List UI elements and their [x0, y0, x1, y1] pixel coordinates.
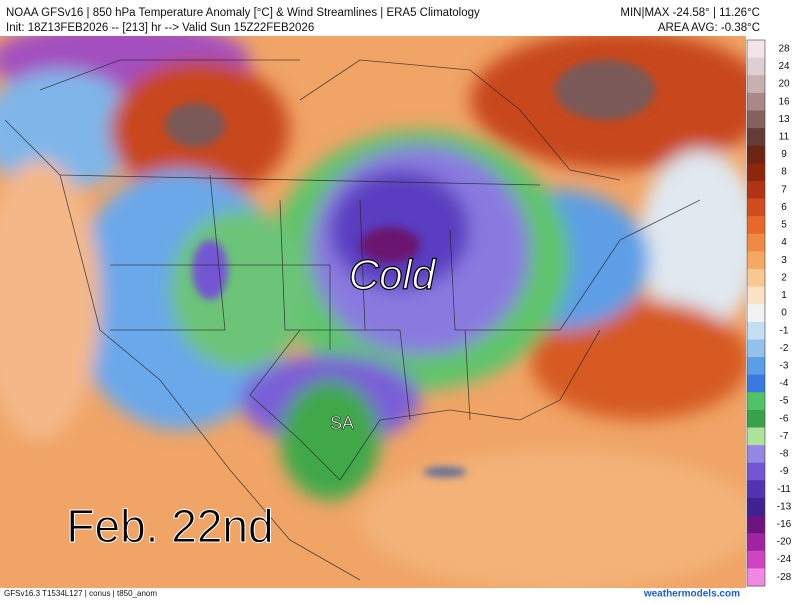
header-minmax: MIN|MAX -24.58° | 11.26°C	[620, 7, 760, 19]
colorbar-swatch	[747, 286, 765, 305]
colorbar-label: -20	[777, 537, 792, 548]
colorbar-label: -13	[777, 501, 792, 512]
colorbar-swatch	[747, 374, 765, 393]
colorbar-swatch	[747, 357, 765, 376]
colorbar-label: 28	[778, 43, 790, 54]
colorbar-label: -28	[777, 572, 792, 583]
footer-site: weathermodels.com	[643, 589, 740, 600]
colorbar-swatch	[747, 128, 765, 147]
colorbar-label: -4	[780, 378, 789, 389]
colorbar-swatch	[747, 533, 765, 552]
annotation-cold: Cold	[349, 251, 437, 298]
map	[0, 36, 746, 588]
colorbar-label: 16	[778, 96, 790, 107]
header-title: NOAA GFSv16 | 850 hPa Temperature Anomal…	[6, 7, 480, 19]
colorbar-label: -16	[777, 519, 792, 530]
colorbar-label: -7	[780, 431, 789, 442]
colorbar-frame	[746, 39, 766, 587]
colorbar-swatch	[747, 110, 765, 129]
colorbar-label: -24	[777, 554, 792, 565]
colorbar-swatch	[747, 251, 765, 270]
colorbar-swatch	[747, 392, 765, 411]
colorbar-label: -2	[780, 343, 789, 354]
colorbar-label: 2	[781, 272, 787, 283]
colorbar-swatch	[747, 75, 765, 94]
colorbar-label: -6	[780, 413, 789, 424]
colorbar-swatch	[747, 92, 765, 111]
colorbar-swatch	[747, 180, 765, 200]
colorbar-label: 9	[781, 149, 787, 160]
colorbar-swatch	[747, 568, 765, 587]
colorbar-label: 6	[781, 202, 787, 213]
colorbar-label: 3	[781, 255, 787, 266]
colorbar-swatch	[747, 409, 765, 428]
header-init: Init: 18Z13FEB2026 -- [213] hr --> Valid…	[6, 22, 314, 34]
colorbar-swatch	[747, 216, 765, 235]
colorbar-swatch	[747, 550, 765, 569]
colorbar-swatch	[747, 57, 765, 76]
colorbar-label: 24	[778, 61, 790, 72]
colorbar-swatch	[747, 268, 765, 288]
colorbar-swatch	[747, 198, 765, 217]
colorbar-label: 20	[778, 79, 790, 90]
colorbar-swatch	[747, 40, 765, 59]
annotation-date: Feb. 22nd	[66, 500, 273, 552]
colorbar-label: 13	[778, 114, 790, 125]
colorbar-swatch	[747, 304, 765, 323]
colorbar-label: -8	[780, 449, 789, 460]
colorbar-swatch	[747, 233, 765, 252]
colorbar-label: 7	[781, 184, 787, 195]
colorbar-swatch	[747, 515, 765, 534]
colorbar-swatch	[747, 480, 765, 499]
colorbar-swatch	[747, 427, 765, 446]
colorbar-swatch	[747, 462, 765, 481]
colorbar-swatch	[747, 163, 765, 182]
colorbar-label: -3	[780, 360, 789, 371]
colorbar-label: 0	[781, 308, 787, 319]
colorbar-label: 5	[781, 220, 787, 231]
annotation-city: SA	[330, 413, 354, 433]
header-area-avg: AREA AVG: -0.38°C	[658, 22, 760, 34]
footer-model: GFSv16.3 T1534L127 | conus | t850_anom	[4, 589, 157, 598]
colorbar-label: 11	[779, 132, 790, 143]
colorbar-swatch	[747, 321, 765, 340]
colorbar-swatch	[747, 145, 765, 164]
colorbar-label: 1	[781, 290, 787, 301]
colorbar-label: 4	[781, 237, 787, 248]
colorbar-label: -5	[780, 396, 789, 407]
colorbar-swatch	[747, 445, 765, 464]
colorbar: 28 24 20 16 13 11 9 8 7 6 5 4 3 2 1 0 -1 -2 -3 -4 -5 -6 -7 -8 -9…	[746, 39, 792, 587]
colorbar-swatch	[747, 339, 765, 358]
colorbar-label: -11	[777, 484, 791, 495]
colorbar-label: 8	[781, 167, 787, 178]
colorbar-label: -9	[780, 466, 789, 477]
colorbar-swatch	[747, 497, 765, 517]
colorbar-label: -1	[780, 325, 789, 336]
